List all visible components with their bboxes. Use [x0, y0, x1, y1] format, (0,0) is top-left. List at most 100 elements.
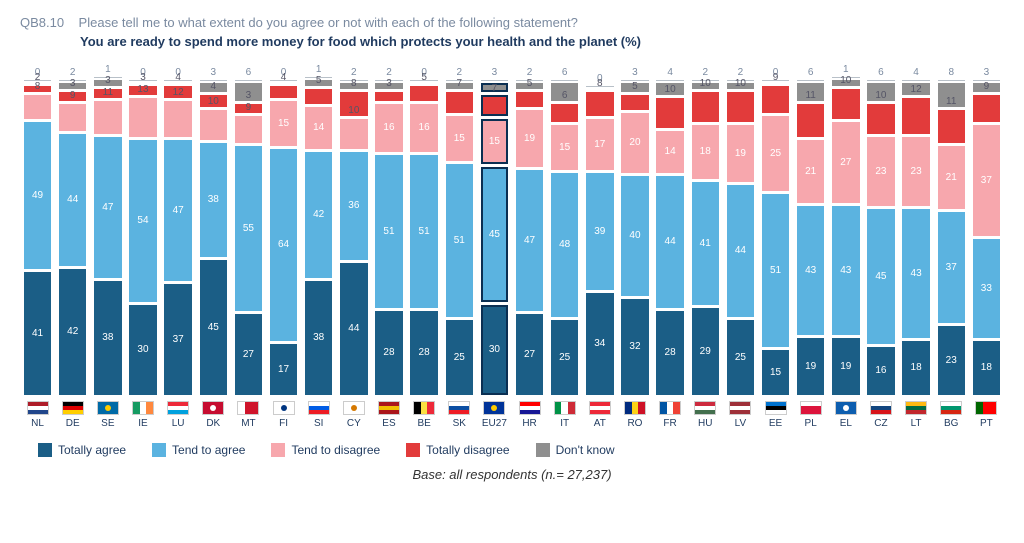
bar-segment-tend-agree: 37	[938, 212, 965, 323]
chart-column: 412234318LT	[899, 55, 934, 429]
bar-segment-tend-agree: 47	[164, 140, 191, 281]
chart-column: 66154825IT	[547, 55, 582, 429]
value-dont-know: 3	[196, 68, 231, 78]
bar-segment-totally-disagree: 11	[797, 104, 824, 137]
chart-container: 0284941NL2394442DE13114738SE03135430IE04…	[20, 59, 1004, 429]
bar-segment-tend-disagree: 10	[200, 110, 227, 140]
bar-segment-tend-agree: 44	[656, 176, 683, 308]
country-code: CZ	[874, 418, 887, 429]
chart-column: 611214319PL	[793, 55, 828, 429]
bar-segment-totally-agree: 19	[797, 338, 824, 395]
legend-item: Don't know	[536, 443, 615, 457]
segment-value: 12	[164, 88, 191, 98]
segment-value: 15	[489, 137, 500, 147]
segment-value: 27	[840, 158, 851, 168]
bar-stack: 04124737	[161, 55, 196, 395]
segment-value: 38	[208, 195, 219, 205]
segment-value: 9	[59, 91, 86, 101]
bar-segment-totally-agree: 27	[516, 314, 543, 395]
segment-value: 16	[383, 123, 394, 133]
chart-column: 0284941NL	[20, 55, 55, 429]
country-code: DE	[66, 418, 80, 429]
value-dont-know: 1	[301, 65, 336, 75]
legend-swatch	[536, 443, 550, 457]
bar-segment-tend-disagree: 15	[551, 125, 578, 170]
bar-segment-tend-agree: 47	[516, 170, 543, 311]
segment-value: 5	[305, 76, 332, 86]
chart-header: QB8.10 Please tell me to what extent do …	[20, 14, 1004, 49]
segment-value: 44	[67, 195, 78, 205]
segment-value: 51	[419, 227, 430, 237]
chart-column: 37154530EU27	[477, 55, 512, 429]
country-flag-icon	[905, 401, 927, 415]
base-text: Base: all respondents (n.= 27,237)	[20, 467, 1004, 482]
bar-segment-totally-agree: 17	[270, 344, 297, 395]
bar-segment-totally-disagree: 8	[586, 92, 613, 116]
bar-segment-tend-agree: 55	[235, 146, 262, 311]
bar-segment-totally-agree: 30	[481, 305, 508, 395]
chart-column: 2394442DE	[55, 55, 90, 429]
segment-value: 10	[200, 97, 227, 107]
country-code: RO	[627, 418, 642, 429]
bar-stack: 27155125	[442, 55, 477, 395]
dont-know-divider	[902, 80, 929, 81]
bar-segment-tend-disagree: 12	[164, 101, 191, 137]
country-flag-icon	[694, 401, 716, 415]
country-code: SI	[314, 418, 323, 429]
bar-segment-totally-disagree: 10	[656, 98, 683, 128]
bar-segment-totally-agree: 23	[938, 326, 965, 395]
segment-value: 20	[629, 138, 640, 148]
segment-value: 3	[375, 79, 402, 89]
bar-segment-tend-disagree: 18	[692, 125, 719, 179]
bar-segment-tend-disagree: 17	[586, 119, 613, 170]
bar-segment-totally-agree: 28	[656, 311, 683, 395]
country-code: FI	[279, 418, 288, 429]
value-dont-know: 2	[336, 68, 371, 78]
bar-stack: 811213723	[934, 55, 969, 395]
bar-segment-tend-disagree: 37	[973, 125, 1000, 236]
bar-segment-tend-disagree: 14	[656, 131, 683, 173]
segment-value: 19	[524, 134, 535, 144]
bar-segment-totally-agree: 28	[375, 311, 402, 395]
value-dont-know: 8	[934, 68, 969, 78]
segment-value: 5	[516, 79, 543, 89]
segment-value: 3	[59, 79, 86, 89]
country-code: PT	[980, 418, 993, 429]
legend-item: Totally disagree	[406, 443, 509, 457]
country-flag-icon	[659, 401, 681, 415]
country-flag-icon	[940, 401, 962, 415]
country-flag-icon	[800, 401, 822, 415]
segment-value: 45	[208, 323, 219, 333]
segment-value: 43	[805, 266, 816, 276]
bar-stack: 13114738	[90, 55, 125, 395]
country-flag-icon	[554, 401, 576, 415]
segment-value: 44	[665, 237, 676, 247]
legend: Totally agreeTend to agreeTend to disagr…	[38, 443, 1004, 457]
bar-segment-totally-agree: 34	[586, 293, 613, 395]
country-code: MT	[241, 418, 255, 429]
segment-value: 40	[629, 231, 640, 241]
segment-value: 4	[164, 73, 191, 83]
value-dont-know: 2	[442, 68, 477, 78]
country-code: PL	[805, 418, 817, 429]
legend-label: Don't know	[556, 443, 615, 457]
bar-segment-tend-disagree: 8	[24, 95, 51, 119]
bar-stack: 210194425	[723, 55, 758, 395]
value-dont-know: 6	[863, 68, 898, 78]
segment-value: 23	[946, 356, 957, 366]
bar-segment-totally-agree: 18	[902, 341, 929, 395]
bar-stack: 0284941	[20, 55, 55, 395]
bar-stack: 08173934	[582, 55, 617, 395]
chart-column: 23165128ES	[371, 55, 406, 429]
bar-segment-tend-disagree: 16	[375, 104, 402, 152]
segment-value: 7	[483, 84, 506, 94]
legend-swatch	[152, 443, 166, 457]
country-flag-icon	[729, 401, 751, 415]
segment-value: 51	[454, 236, 465, 246]
segment-value: 16	[419, 123, 430, 133]
segment-value: 18	[911, 363, 922, 373]
segment-value: 9	[762, 73, 789, 83]
legend-label: Tend to disagree	[291, 443, 380, 457]
country-code: FR	[663, 418, 676, 429]
segment-value: 41	[32, 329, 43, 339]
